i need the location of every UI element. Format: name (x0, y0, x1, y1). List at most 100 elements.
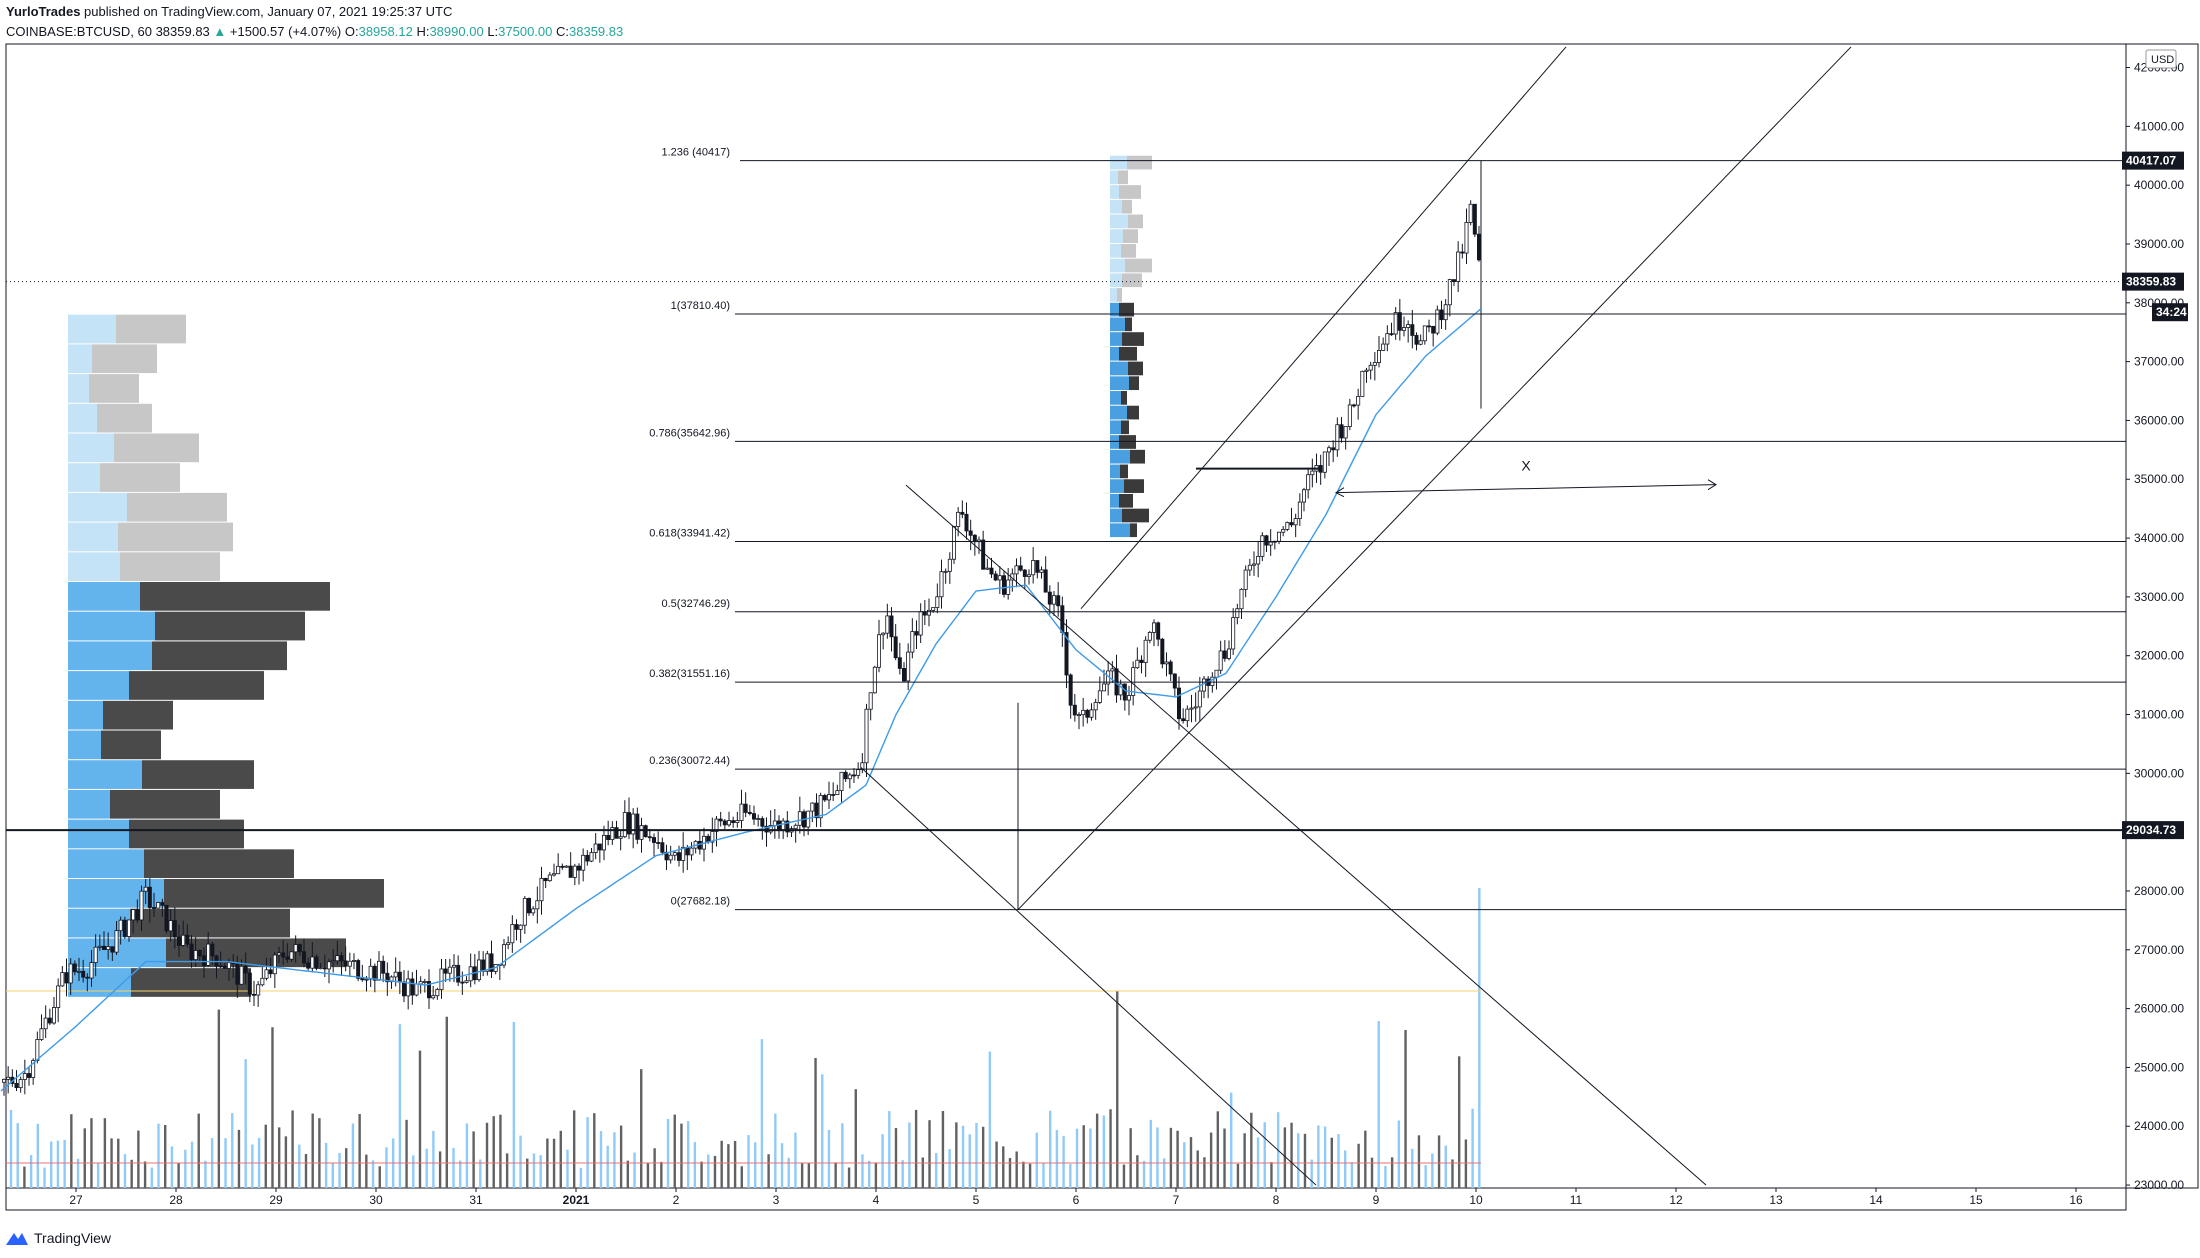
volume-profile-up (68, 789, 110, 819)
candle-body (681, 846, 686, 861)
volume-profile-down (110, 789, 220, 819)
candle-body (1189, 707, 1194, 710)
candle-body (752, 813, 757, 820)
volume-bar (1364, 1130, 1367, 1188)
volume-bar (277, 1127, 281, 1188)
candle-body (877, 634, 882, 668)
candle-body (527, 898, 532, 914)
candle-body (743, 803, 748, 813)
volume-bar (1270, 1162, 1273, 1188)
volume-bar (1149, 1119, 1152, 1188)
volume-bar (888, 1111, 891, 1188)
candle-body (306, 962, 311, 969)
candle-body (443, 968, 448, 974)
low-value: 37500.00 (498, 24, 553, 39)
volume-bar (1263, 1122, 1266, 1188)
candle-body (1306, 474, 1311, 491)
candle-body (251, 993, 256, 996)
candle-body (410, 978, 415, 996)
session-profile-down (1122, 273, 1142, 288)
volume-bar (284, 1136, 288, 1188)
session-profile-down (1117, 288, 1122, 302)
symbol-label[interactable]: COINBASE:BTCUSD, 60 (6, 24, 152, 39)
volume-bar (16, 1123, 19, 1188)
candle-body (210, 943, 215, 957)
volume-bar (36, 1123, 40, 1188)
volume-profile-up (68, 641, 152, 671)
candle-body (1397, 312, 1402, 331)
candle-body (597, 843, 602, 851)
footer: TradingView (6, 1230, 111, 1246)
x-tick-label: 8 (1273, 1193, 1280, 1207)
publisher-name[interactable]: YurloTrades (6, 4, 81, 19)
volume-profile-up (68, 611, 155, 641)
candle-body (14, 1083, 19, 1089)
candle-body (1035, 560, 1040, 573)
volume-bar (345, 1148, 348, 1188)
tradingview-logo-icon (6, 1233, 28, 1245)
candle-body (118, 919, 123, 932)
ema-line (0, 308, 1482, 1092)
candle-body (864, 708, 869, 764)
session-profile-up (1110, 258, 1125, 273)
volume-bar (43, 1167, 46, 1188)
volume-bar (1055, 1130, 1059, 1188)
volume-bar (184, 1149, 187, 1188)
candle-body (510, 924, 515, 944)
session-profile-down (1120, 464, 1128, 479)
volume-bar (941, 1111, 945, 1188)
volume-bar (1411, 1148, 1414, 1188)
candle-body (1164, 661, 1169, 665)
volume-profile-up (68, 344, 92, 374)
candle-body (1014, 565, 1019, 575)
volume-bar (673, 1114, 676, 1188)
volume-bar (418, 1050, 422, 1188)
footer-brand[interactable]: TradingView (34, 1230, 112, 1246)
volume-bar (358, 1113, 361, 1188)
x-tick-label: 12 (1669, 1193, 1683, 1207)
candle-body (1218, 650, 1223, 671)
x-tick-label: 4 (873, 1193, 880, 1207)
candle-body (439, 968, 444, 990)
volume-bar (1176, 1130, 1179, 1188)
candle-body (860, 762, 865, 771)
candle-body (602, 834, 607, 851)
annotation-x: X (1521, 458, 1531, 474)
x-tick-label: 9 (1373, 1193, 1380, 1207)
volume-bar (626, 1160, 630, 1188)
volume-bar (324, 1142, 328, 1188)
candle-body (1418, 340, 1423, 345)
session-profile-down (1122, 508, 1149, 523)
volume-bar (707, 1154, 710, 1188)
candle-body (322, 967, 327, 970)
candle-body (1172, 673, 1177, 689)
candle-body (897, 657, 902, 669)
candle-body (247, 972, 252, 995)
candle-body (889, 615, 894, 638)
candle-body (268, 969, 273, 975)
candle-body (1052, 595, 1057, 605)
volume-bar (197, 1113, 200, 1188)
candle-body (256, 984, 261, 996)
candle-body (722, 820, 727, 826)
price-badge-label: 38359.83 (2126, 275, 2176, 289)
candle-body (1343, 426, 1348, 439)
volume-bar (1183, 1142, 1186, 1188)
candle-body (585, 854, 590, 862)
close-value: 38359.83 (569, 24, 624, 39)
volume-bar (1089, 1128, 1092, 1188)
volume-bar (1437, 1135, 1441, 1188)
close-label: C: (556, 24, 570, 39)
candle-body (785, 820, 790, 833)
candle-body (1393, 312, 1398, 335)
volume-bar (9, 1109, 13, 1188)
volume-bar (606, 1145, 609, 1188)
volume-bar (452, 1147, 455, 1188)
candle-body (1427, 325, 1432, 328)
candle-body (927, 609, 932, 616)
candle-body (1210, 676, 1215, 686)
volume-profile-up (68, 374, 89, 403)
candle-body (531, 908, 536, 914)
candle-body (572, 865, 577, 878)
